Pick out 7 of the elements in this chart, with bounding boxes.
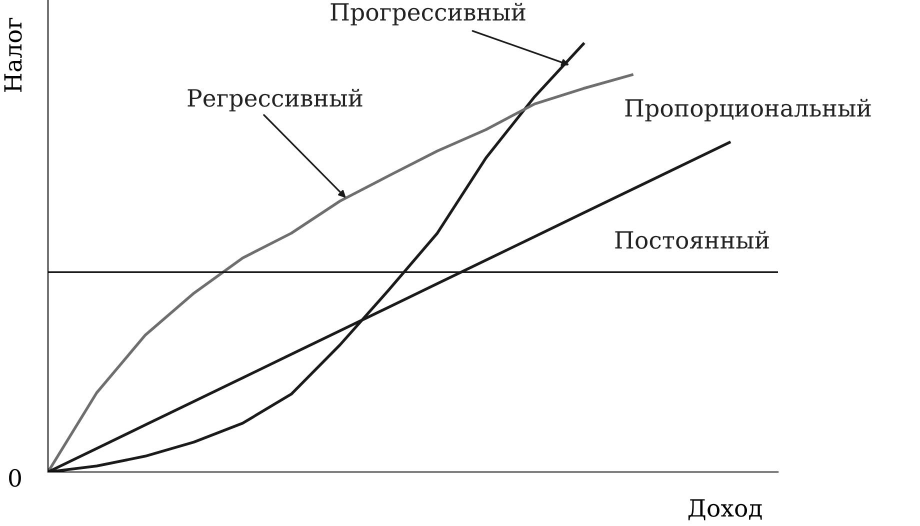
y-axis-title: Налог [4,18,22,92]
text: Регрессивный [188,88,362,112]
text: 0 [9,468,21,487]
x-axis-title: Доход [688,499,762,520]
text: Прогрессивный [330,2,526,26]
series-label: Пропорциональный [625,98,871,122]
series-label: Постоянный [615,230,769,249]
